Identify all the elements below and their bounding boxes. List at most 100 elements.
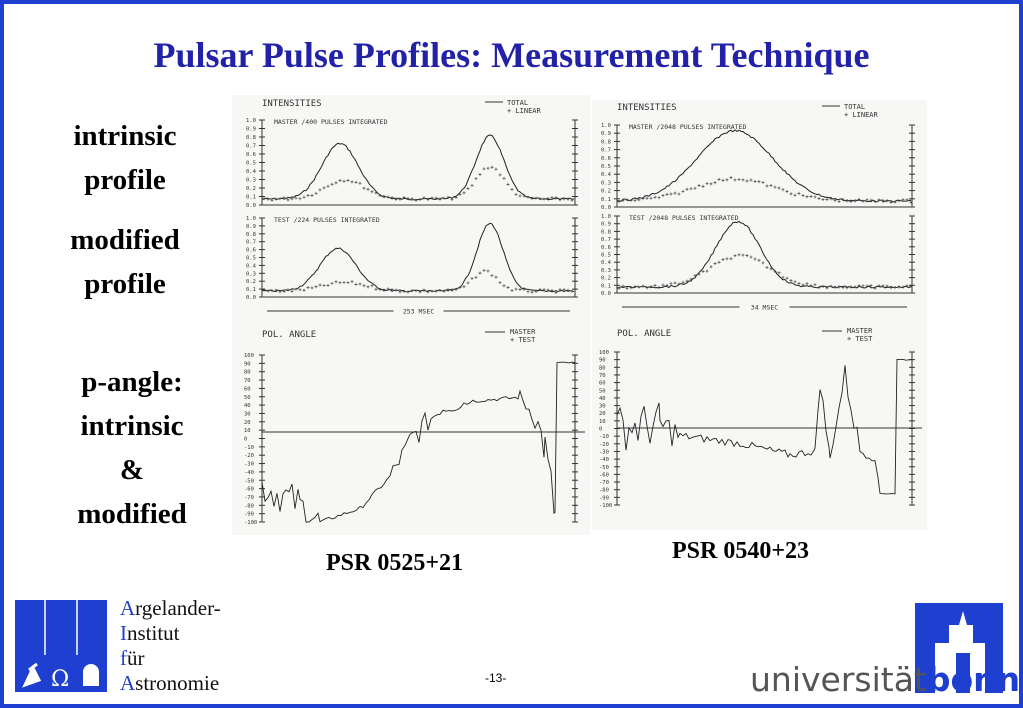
linear-profile	[570, 289, 574, 293]
linear-profile	[673, 281, 677, 285]
tick-label: -80	[599, 488, 609, 494]
linear-profile	[346, 178, 350, 182]
linear-profile	[877, 284, 881, 288]
linear-profile	[817, 196, 821, 200]
tick-label: 0.6	[601, 156, 611, 162]
linear-profile	[374, 287, 378, 291]
label-line: modified	[77, 498, 187, 530]
linear-profile	[450, 288, 454, 292]
linear-profile	[701, 270, 705, 274]
linear-profile	[450, 198, 454, 202]
linear-profile	[286, 288, 290, 292]
linear-profile	[426, 198, 430, 202]
linear-profile	[514, 192, 518, 196]
tick-label: 0.8	[246, 232, 256, 238]
linear-profile	[462, 285, 466, 289]
linear-profile	[550, 196, 554, 200]
linear-profile	[837, 200, 841, 204]
tick-label: 0.7	[601, 148, 611, 154]
linear-profile	[386, 195, 390, 199]
linear-profile	[693, 186, 697, 190]
tick-label: 50	[599, 388, 606, 394]
linear-profile	[502, 284, 506, 288]
tick-label: -20	[599, 442, 609, 448]
tick-label: 100	[244, 353, 254, 359]
linear-profile	[745, 179, 749, 183]
tick-label: -100	[599, 503, 612, 509]
linear-profile	[282, 196, 286, 200]
caption: PSR 0525+21	[326, 550, 464, 576]
linear-profile	[558, 198, 562, 202]
linear-profile	[570, 198, 574, 202]
legend-label: MASTER	[847, 327, 873, 335]
linear-profile	[454, 288, 458, 292]
angle-title: POL. ANGLE	[617, 329, 671, 339]
linear-profile	[669, 192, 673, 196]
linear-profile	[805, 282, 809, 286]
linear-profile	[382, 195, 386, 199]
tick-label: 10	[599, 419, 606, 425]
linear-profile	[338, 178, 342, 182]
linear-profile	[482, 268, 486, 272]
tick-label: 0.1	[601, 283, 611, 289]
tick-label: 0.9	[601, 131, 611, 137]
linear-profile	[741, 178, 745, 182]
tick-label: 0.1	[246, 287, 256, 293]
linear-profile	[633, 285, 637, 289]
total-profile	[616, 220, 912, 289]
tick-label: -30	[599, 449, 609, 455]
linear-profile	[350, 180, 354, 184]
linear-profile	[765, 184, 769, 188]
tick-label: 0.3	[601, 180, 611, 186]
linear-profile	[322, 186, 326, 190]
linear-profile	[270, 198, 274, 202]
tick-label: 0.2	[601, 189, 611, 195]
label-line: profile	[84, 164, 166, 196]
linear-profile	[685, 279, 689, 283]
linear-profile	[294, 287, 298, 291]
label-line: profile	[84, 268, 166, 300]
linear-profile	[845, 286, 849, 290]
linear-profile	[781, 188, 785, 192]
linear-profile	[717, 177, 721, 181]
tick-label: -40	[599, 457, 609, 463]
linear-profile	[765, 265, 769, 269]
linear-profile	[554, 290, 558, 294]
row-label: intrinsic profile	[35, 114, 215, 202]
linear-profile	[566, 197, 570, 201]
linear-profile	[402, 289, 406, 293]
linear-profile	[342, 280, 346, 284]
linear-profile	[777, 186, 781, 190]
university-word: universität	[750, 660, 927, 699]
linear-profile	[430, 289, 434, 293]
linear-profile	[649, 285, 653, 289]
linear-profile	[897, 199, 901, 203]
tick-label: 0.7	[246, 240, 256, 246]
linear-profile	[342, 179, 346, 183]
label-line: intrinsic	[80, 410, 184, 442]
linear-profile	[705, 182, 709, 186]
linear-profile	[629, 286, 633, 290]
linear-profile	[266, 197, 270, 201]
linear-profile	[490, 274, 494, 278]
tick-label: -50	[244, 478, 254, 484]
linear-profile	[893, 285, 897, 289]
linear-profile	[725, 257, 729, 261]
linear-profile	[669, 281, 673, 285]
linear-profile	[689, 277, 693, 281]
angle-curve	[261, 361, 576, 523]
linear-profile	[310, 193, 314, 197]
linear-profile	[418, 290, 422, 294]
linear-profile	[514, 287, 518, 291]
linear-profile	[797, 191, 801, 195]
linear-profile	[486, 166, 490, 170]
tick-label: 40	[599, 396, 606, 402]
linear-profile	[338, 281, 342, 285]
linear-profile	[889, 200, 893, 204]
linear-profile	[530, 197, 534, 201]
tick-label: 0.4	[601, 260, 612, 266]
linear-profile	[641, 197, 645, 201]
tick-label: 0.2	[601, 276, 611, 282]
